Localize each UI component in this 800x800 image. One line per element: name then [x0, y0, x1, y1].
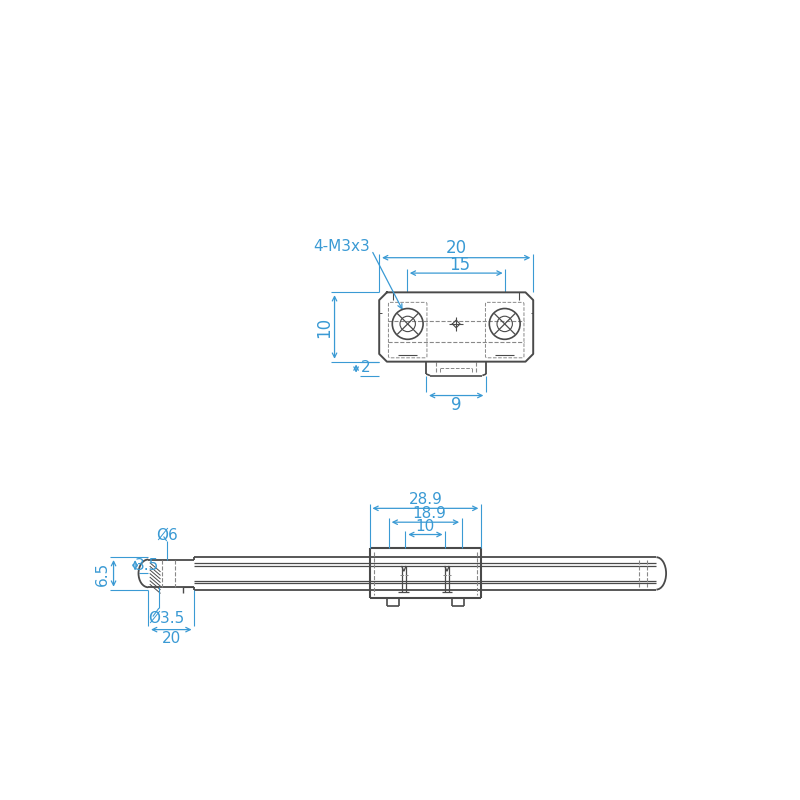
Text: 9: 9 [451, 396, 462, 414]
Text: 2: 2 [362, 360, 371, 375]
Text: 4-M3x3: 4-M3x3 [314, 238, 370, 254]
Text: 10: 10 [314, 317, 333, 338]
Text: 6.5: 6.5 [95, 562, 110, 586]
Text: 3.5: 3.5 [135, 558, 159, 573]
Text: 20: 20 [446, 239, 466, 258]
Text: Ø3.5: Ø3.5 [149, 610, 185, 626]
Text: Ø6: Ø6 [157, 527, 178, 542]
Text: 10: 10 [416, 518, 435, 534]
Text: 20: 20 [162, 631, 181, 646]
Text: 18.9: 18.9 [412, 506, 446, 522]
Text: 15: 15 [450, 256, 470, 274]
Text: 28.9: 28.9 [409, 491, 442, 506]
